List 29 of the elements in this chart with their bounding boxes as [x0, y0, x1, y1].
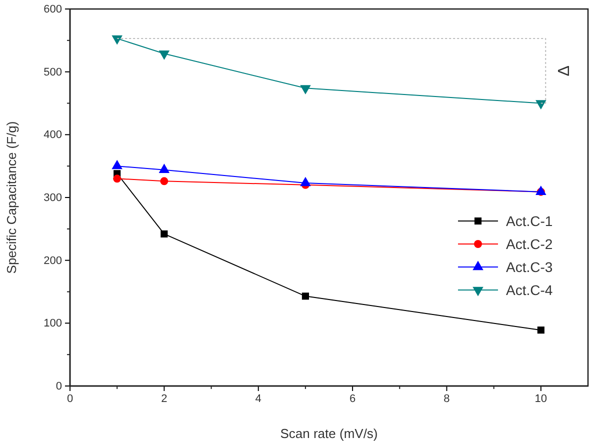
x-tick-label: 4 [255, 392, 262, 405]
y-tick-label: 0 [56, 380, 62, 393]
x-tick-label: 0 [66, 392, 74, 405]
annotation: Δ [556, 65, 574, 76]
y-tick-label: 100 [44, 318, 62, 330]
point [112, 35, 122, 45]
y-tick-label: 500 [44, 66, 62, 78]
legend-label: Act.C-4 [506, 282, 553, 298]
y-tick-label: 400 [44, 129, 62, 142]
point [158, 50, 170, 60]
legend-label: Act.C-1 [506, 212, 553, 229]
point [536, 100, 546, 110]
legend-label: Act.C-2 [506, 236, 553, 252]
legend-label: Act.C-3 [506, 258, 553, 275]
x-tick-label: 2 [161, 392, 168, 405]
x-tick-label: 10 [534, 392, 548, 405]
point [302, 292, 309, 300]
point [537, 326, 544, 334]
x-tick-label: 6 [349, 392, 356, 405]
point [300, 85, 311, 94]
y-tick-label: 200 [44, 254, 62, 267]
point [160, 230, 168, 238]
y-tick-label: 300 [44, 192, 62, 204]
point [160, 177, 168, 186]
point [113, 174, 122, 183]
x-tick-label: 8 [444, 392, 450, 405]
y-axis-title: Specific Capacitance (F/g) [4, 121, 19, 274]
x-axis-title: Scan rate (mV/s) [280, 426, 378, 441]
y-tick-label: 600 [44, 4, 62, 16]
